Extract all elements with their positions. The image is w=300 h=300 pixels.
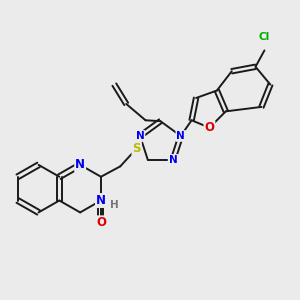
Text: N: N bbox=[75, 158, 85, 171]
Text: S: S bbox=[132, 142, 141, 155]
Text: H: H bbox=[110, 200, 119, 210]
Text: O: O bbox=[96, 216, 106, 229]
Text: N: N bbox=[176, 131, 185, 141]
Text: N: N bbox=[169, 155, 177, 165]
Text: Cl: Cl bbox=[259, 32, 270, 42]
Text: O: O bbox=[204, 121, 214, 134]
Text: N: N bbox=[136, 131, 144, 141]
Text: N: N bbox=[96, 194, 106, 207]
